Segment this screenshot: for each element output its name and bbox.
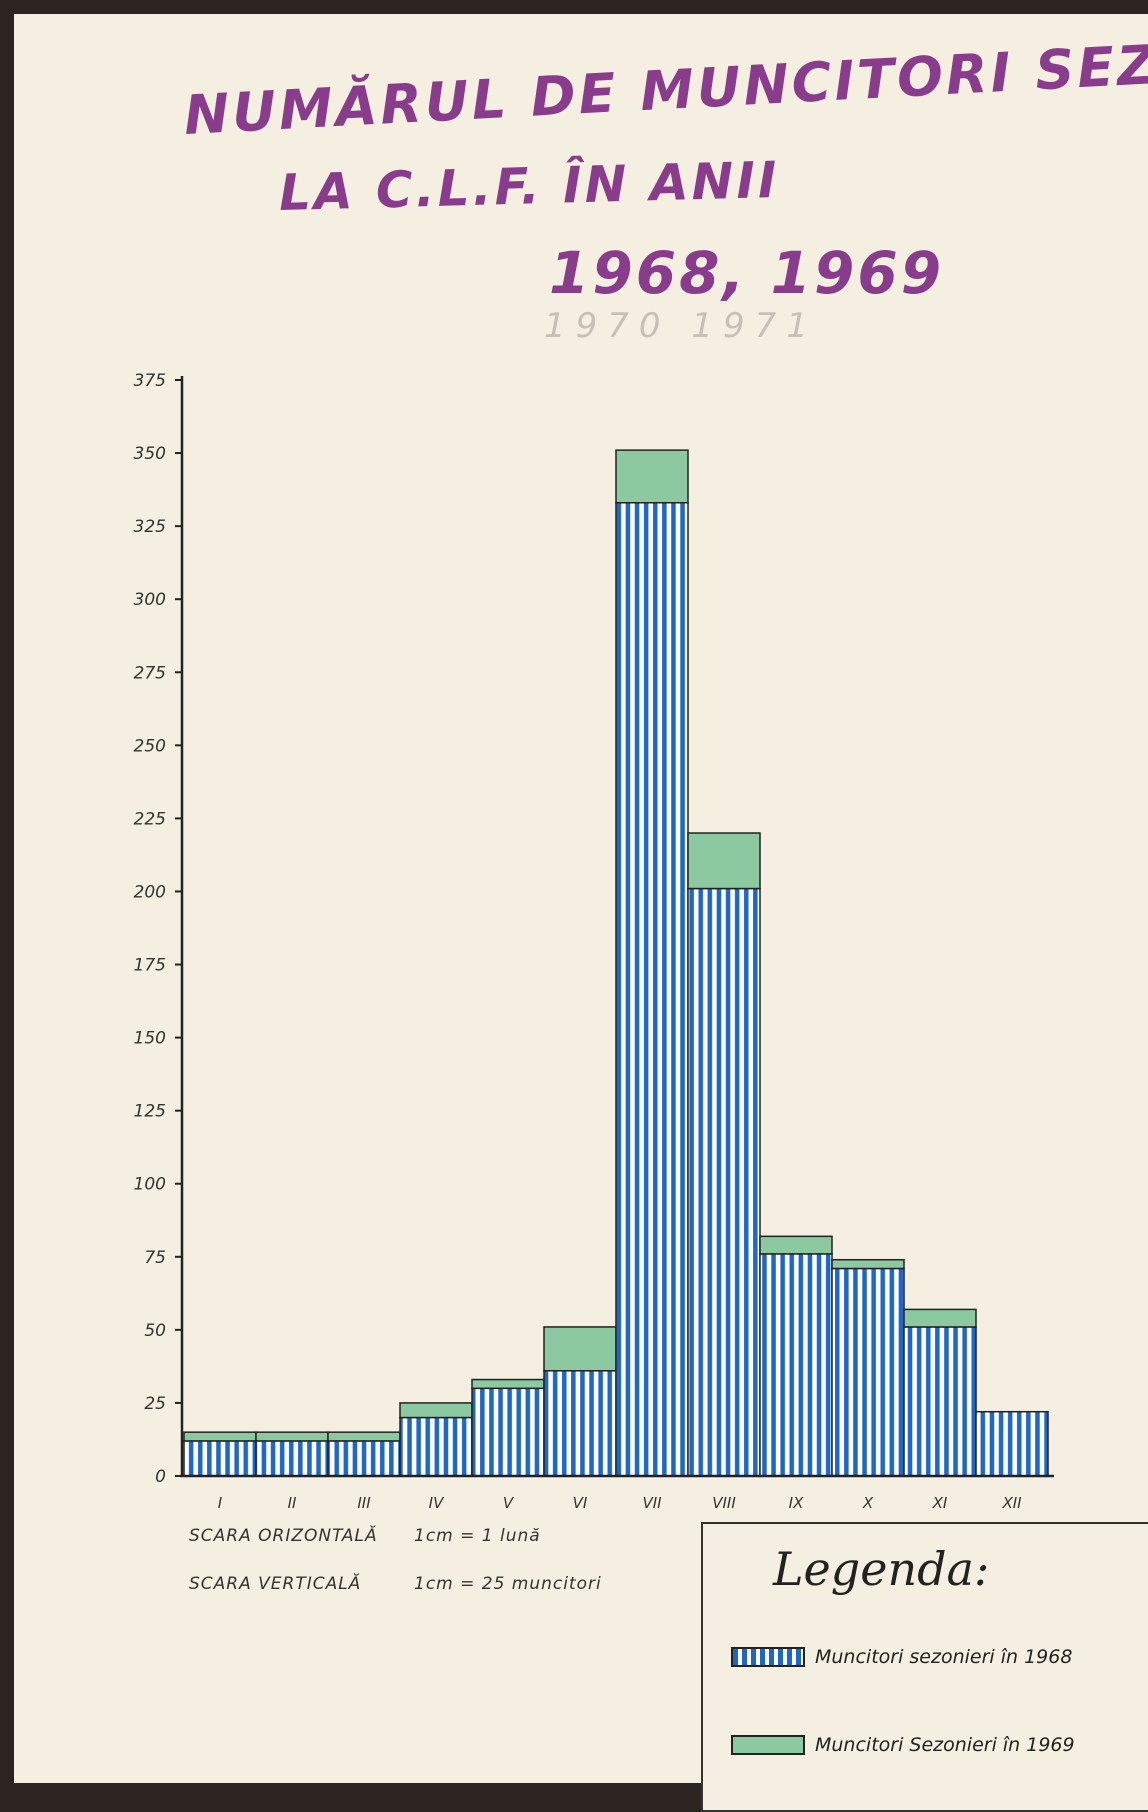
y-tick-label: 225 [134,809,166,829]
y-tick-label: 375 [134,371,166,391]
x-tick-label: V [503,1494,515,1512]
y-tick-label: 300 [134,590,166,610]
bar-1969 [327,1431,401,1442]
x-tick-label: XI [932,1494,948,1512]
bar-1968 [615,502,689,1477]
pencil-note: 1970 1971 [544,306,818,346]
legend-swatch-1969 [731,1735,805,1755]
bar-1968 [687,887,761,1477]
y-tick-label: 25 [144,1394,166,1414]
legend-label-1968: Muncitori sezonieri în 1968 [815,1646,1073,1668]
horizontal-scale-label: SCARA ORIZONTALĂ [189,1526,378,1546]
x-tick-label: I [218,1494,223,1512]
y-tick-label: 100 [134,1175,166,1195]
bar-1968 [831,1267,905,1477]
y-tick-label: 250 [134,736,166,756]
y-tick-label: 75 [144,1248,166,1268]
bar-1969 [615,449,689,504]
bar-1969 [183,1431,257,1442]
y-tick-label: 0 [155,1467,166,1487]
y-tick-label: 325 [134,517,166,537]
y-tick-label: 350 [134,444,166,464]
bar-1968 [471,1387,545,1477]
y-tick-label: 150 [134,1029,166,1049]
legend-item-1968: Muncitori sezonieri în 1968 [731,1646,1072,1668]
vertical-scale-label: SCARA VERTICALĂ [189,1574,362,1594]
x-tick-label: IV [429,1494,445,1512]
vertical-scale-value: 1cm = 25 muncitori [414,1574,602,1594]
x-tick-label: II [288,1494,297,1512]
bar-1969 [255,1431,329,1442]
y-tick-label: 275 [134,663,166,683]
bar-1968 [183,1440,257,1477]
x-tick-label: IX [789,1494,804,1512]
x-tick-label: VIII [712,1494,736,1512]
bar-1968 [903,1326,977,1477]
bar-1968 [543,1370,617,1477]
bar-1969 [903,1308,977,1328]
bar-1969 [759,1235,833,1255]
bar-1968 [255,1440,329,1477]
legend-label-1969: Muncitori Sezonieri în 1969 [815,1734,1075,1756]
x-tick-label: VI [573,1494,588,1512]
y-tick-label: 200 [134,882,166,902]
bar-chart: 0 25 50 75 100 125 150 175 200 225 250 275 300 325 350… [134,371,1054,1512]
legend-item-1969: Muncitori Sezonieri în 1969 [731,1734,1075,1756]
y-tick-label: 50 [144,1321,166,1341]
y-tick-label: 175 [134,956,166,976]
x-tick-label: III [357,1494,371,1512]
bar-1968 [975,1410,1049,1477]
chart-title-years: 1968, 1969 [549,239,945,307]
bar-1969 [687,832,761,890]
legend-box: Legenda: Muncitori sezonieri în 1968 Mun… [701,1522,1148,1812]
x-tick-label: XII [1001,1494,1022,1512]
y-tick-label: 125 [134,1102,166,1122]
x-tick-label: VII [642,1494,662,1512]
legend-swatch-1968 [731,1647,805,1667]
legend-title: Legenda: [773,1542,990,1596]
bar-1969 [471,1378,545,1390]
x-tick-label: X [862,1494,874,1512]
bar-1968 [399,1416,473,1477]
bar-1969 [831,1258,905,1270]
horizontal-scale-value: 1cm = 1 lună [414,1526,541,1546]
bar-1968 [327,1440,401,1477]
bar-1968 [759,1253,833,1477]
bar-1969 [543,1326,617,1372]
bar-1969 [399,1402,473,1419]
